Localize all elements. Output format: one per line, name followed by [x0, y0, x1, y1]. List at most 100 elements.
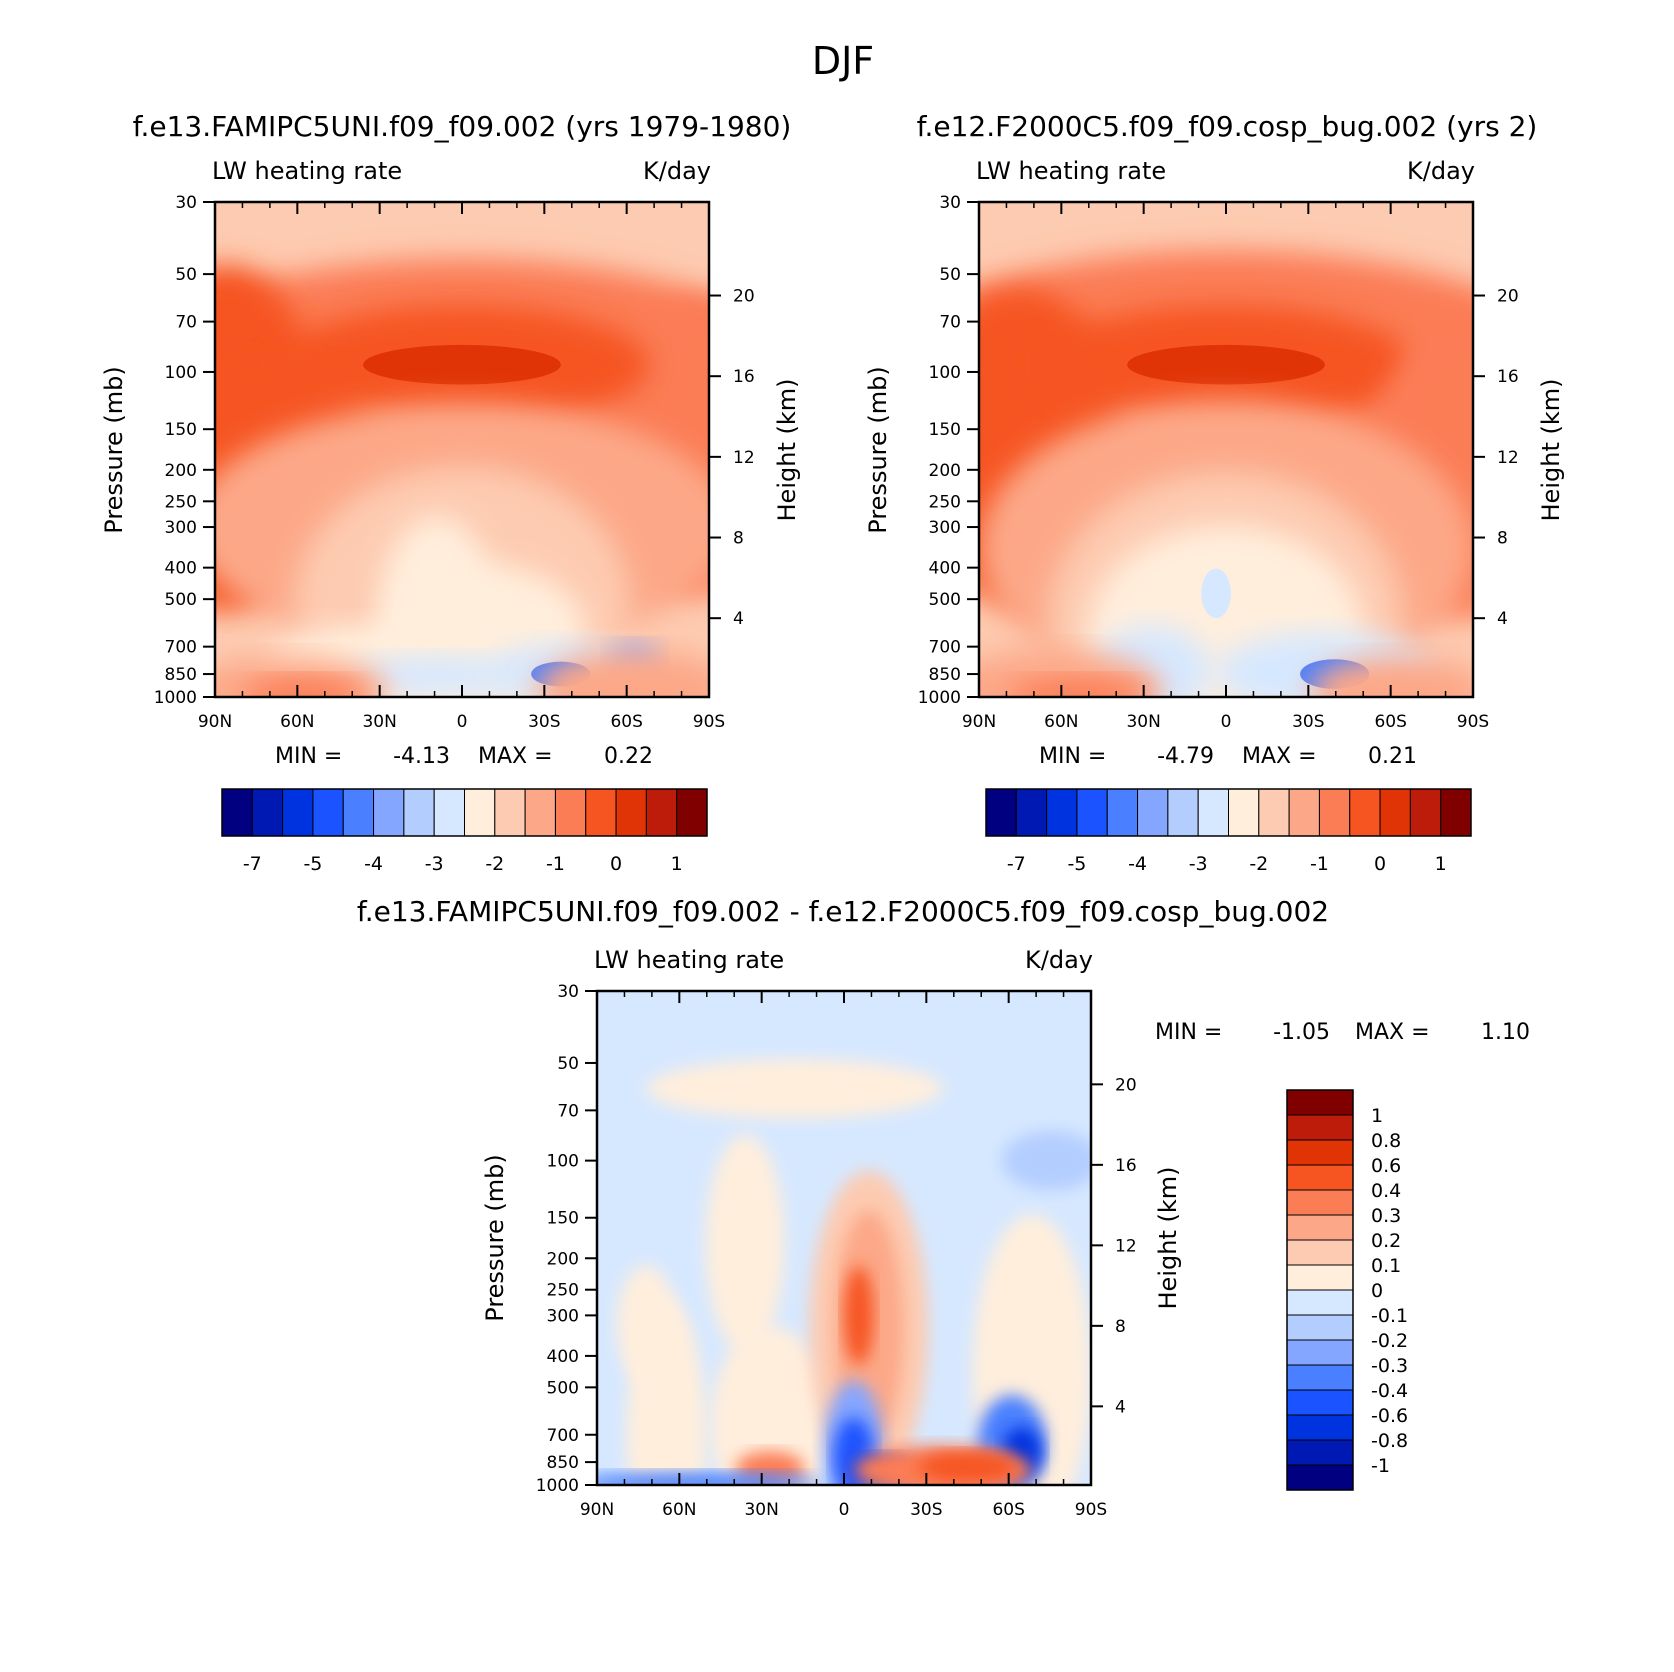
colorbar-swatch: [1286, 1239, 1354, 1266]
y-right-ticks-1: 20 16 12 8 4: [709, 287, 755, 629]
y-tick-label: 250: [547, 1281, 579, 1301]
heatmap-blobs-2: [979, 202, 1473, 697]
colorbar-swatch: [1379, 788, 1411, 837]
colorbar-swatch: [1286, 1414, 1354, 1441]
y-tick-label: 200: [165, 461, 197, 481]
y-tick-label: 70: [175, 313, 197, 333]
colorbar-label: -5: [303, 853, 322, 875]
colorbar-swatch: [1106, 788, 1139, 837]
colorbar-label: -4: [1128, 853, 1147, 875]
colorbar-frame: [221, 788, 708, 837]
colorbar-swatch: [1286, 1164, 1354, 1191]
x-tick-label: 30S: [1292, 712, 1324, 732]
y-tick-label: 150: [165, 420, 197, 440]
colorbar-label: 1: [671, 853, 683, 875]
y-tick-label: 1000: [536, 1476, 579, 1496]
y-tick-label: 150: [547, 1209, 579, 1229]
y-right-tick-label: 8: [1115, 1317, 1126, 1337]
colorbar-1: -7 -5 -4 -3 -2 -1 0 1: [221, 788, 708, 875]
colorbar-swatch: [282, 788, 314, 837]
y-ticks-3: 30 50 70 100 150 200 250 300 400 500 700 850 1000: [536, 982, 597, 1496]
field-blob: [597, 1472, 820, 1485]
y-tick-label: 70: [557, 1101, 579, 1121]
colorbar-swatch: [615, 788, 647, 837]
field-blob: [705, 1134, 785, 1353]
left-label-2: LW heating rate: [976, 157, 1166, 185]
colorbar-swatch: [221, 788, 253, 837]
colorbar-label: -4: [364, 853, 383, 875]
colorbar-swatch: [373, 788, 405, 837]
y-tick-label: 70: [939, 313, 961, 333]
x-tick-label: 30S: [528, 712, 560, 732]
y-tick-label: 200: [929, 461, 961, 481]
x-tick-label: 60S: [1374, 712, 1406, 732]
colorbar-label: -1: [1371, 1455, 1390, 1477]
x-tick-label: 60N: [662, 1500, 696, 1520]
y-tick-label: 400: [929, 559, 961, 579]
colorbar-swatch: [524, 788, 556, 837]
heatmap-field-1: [215, 202, 709, 697]
y-right-ticks-2: 20 16 12 8 4: [1473, 287, 1519, 629]
x-tick-label: 90S: [1075, 1500, 1107, 1520]
heatmap-field-3: [597, 991, 1091, 1485]
case-title-1: f.e13.FAMIPC5UNI.f09_f09.002 (yrs 1979-1…: [133, 110, 792, 143]
colorbar-label: -5: [1067, 853, 1086, 875]
colorbar-label: -7: [1007, 853, 1026, 875]
field-blob: [1008, 678, 1147, 697]
colorbar-swatch: [1286, 1264, 1354, 1291]
colorbar-swatch: [1015, 788, 1048, 837]
max-value-3: 1.10: [1481, 1020, 1530, 1045]
colorbar-label: -2: [1249, 853, 1268, 875]
x-tick-label: 90S: [1457, 712, 1489, 732]
y-right-tick-label: 20: [733, 287, 755, 307]
y-tick-label: 100: [929, 363, 961, 383]
y-tick-label: 500: [165, 590, 197, 610]
x-tick-label: 60S: [992, 1500, 1024, 1520]
colorbar-label: -0.4: [1371, 1380, 1408, 1402]
x-tick-label: 0: [1221, 712, 1232, 732]
colorbar-swatch: [1286, 1339, 1354, 1366]
colorbar-label: -0.6: [1371, 1405, 1408, 1427]
field-blob: [1002, 1130, 1091, 1191]
colorbar-swatch: [1046, 788, 1078, 837]
colorbar-swatch: [1286, 1139, 1354, 1166]
y-tick-label: 30: [175, 193, 197, 213]
case-title-2: f.e12.F2000C5.f09_f09.cosp_bug.002 (yrs …: [917, 110, 1538, 143]
colorbar-label: -1: [1310, 853, 1329, 875]
y-right-ticks-3: 20 16 12 8 4: [1091, 1075, 1137, 1417]
colorbar-label: -0.1: [1371, 1305, 1408, 1327]
y-tick-label: 1000: [154, 688, 197, 708]
y-tick-label: 50: [175, 265, 197, 285]
y-tick-label: 250: [165, 492, 197, 512]
colorbar-label: 0.3: [1371, 1205, 1401, 1227]
field-blob: [363, 344, 561, 385]
colorbar-swatch: [1286, 1189, 1354, 1216]
y-right-tick-label: 16: [1115, 1156, 1137, 1176]
x-tick-label: 90N: [198, 712, 232, 732]
x-tick-label: 90N: [580, 1500, 614, 1520]
colorbar-label: -3: [1189, 853, 1208, 875]
colorbar-label: 0.6: [1371, 1155, 1401, 1177]
right-label-3: K/day: [1025, 946, 1093, 974]
field-blob: [626, 1296, 706, 1485]
y-tick-label: 50: [939, 265, 961, 285]
colorbar-frame: [1286, 1089, 1354, 1491]
y-tick-label: 150: [929, 420, 961, 440]
colorbar-label: 0: [1371, 1280, 1383, 1302]
y-tick-label: 850: [929, 665, 961, 685]
y-right-axis-label-2: Height (km): [1537, 379, 1565, 522]
y-right-tick-label: 20: [1115, 1075, 1137, 1095]
max-value-2: 0.21: [1368, 744, 1417, 769]
colorbar-swatch: [645, 788, 678, 837]
colorbar-label: -0.2: [1371, 1330, 1408, 1352]
x-tick-label: 30S: [910, 1500, 942, 1520]
y-tick-label: 250: [929, 492, 961, 512]
colorbar-label: 0.4: [1371, 1180, 1401, 1202]
y-tick-label: 300: [929, 518, 961, 538]
field-blob: [1310, 656, 1473, 697]
colorbar-label: -2: [485, 853, 504, 875]
colorbar-swatch: [342, 788, 375, 837]
field-blob: [1201, 568, 1231, 619]
x-ticks-1: 90N 60N 30N 0 30S 60S 90S: [198, 202, 725, 732]
